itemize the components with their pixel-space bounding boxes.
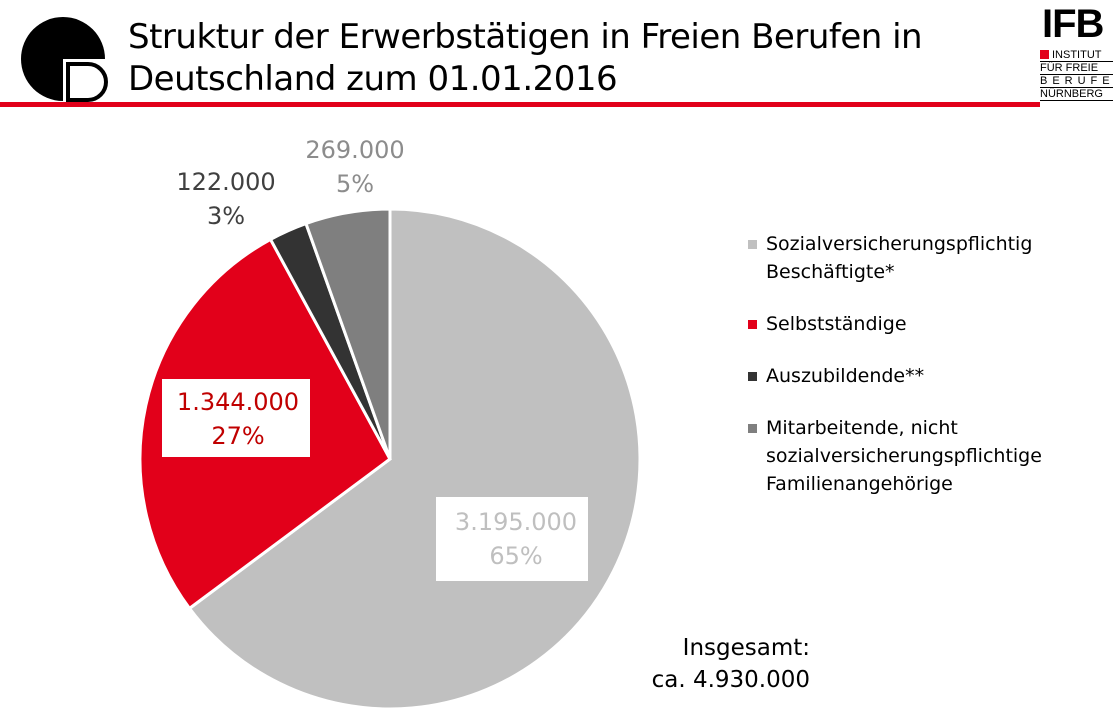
pie-logo-icon bbox=[21, 17, 108, 104]
ifb-line-2: FÜR FREIE bbox=[1040, 62, 1113, 75]
total-value: ca. 4.930.000 bbox=[651, 667, 810, 693]
ifb-logo: IFB INSTITUT FÜR FREIE BERUFE NÜRNBERG bbox=[1040, 4, 1115, 114]
legend-label-0-line-1: Beschäftigte* bbox=[766, 261, 895, 283]
ifb-red-square bbox=[1040, 50, 1049, 59]
legend-swatch-1 bbox=[748, 320, 757, 329]
data-label-percent-2: 3% bbox=[207, 202, 245, 230]
legend-item-1: Selbstständige bbox=[748, 310, 1108, 338]
legend-swatch-2 bbox=[748, 372, 757, 381]
legend-label-3-line-2: Familienangehörige bbox=[766, 473, 953, 495]
pie-chart: 3.195.000 65% 1.344.000 27% 122.000 3% 269.000… bbox=[138, 136, 642, 711]
legend-label-3-line-0: Mitarbeitende, nicht bbox=[766, 417, 958, 439]
title-line-1: Struktur der Erwerbstätigen in Freien Be… bbox=[128, 17, 923, 57]
ifb-line-4: NÜRNBERG bbox=[1040, 88, 1113, 101]
legend-label-1-line-0: Selbstständige bbox=[766, 313, 907, 335]
legend-swatch-0 bbox=[748, 240, 757, 249]
ifb-line-3: BERUFE bbox=[1040, 75, 1115, 88]
ifb-acronym: IFB bbox=[1042, 2, 1104, 46]
data-label-percent-0: 65% bbox=[489, 542, 542, 570]
total-label: Insgesamt: bbox=[682, 635, 810, 661]
ifb-line-1: INSTITUT bbox=[1040, 49, 1113, 62]
legend-item-3: Mitarbeitende, nicht sozialversicherungsp… bbox=[748, 414, 1108, 498]
data-label-value-0: 3.195.000 bbox=[455, 508, 577, 536]
title-line-2: Deutschland zum 01.01.2016 bbox=[128, 59, 618, 99]
legend-label-2-line-0: Auszubildende** bbox=[766, 365, 925, 387]
total-summary: Insgesamt: ca. 4.930.000 bbox=[600, 632, 810, 696]
pie-slice-3 bbox=[304, 207, 392, 460]
data-label-box-1 bbox=[162, 379, 310, 457]
data-label-percent-1: 27% bbox=[211, 422, 264, 450]
legend-swatch-3 bbox=[748, 424, 757, 433]
data-label-value-3: 269.000 bbox=[305, 136, 404, 164]
data-label-value-2: 122.000 bbox=[176, 168, 275, 196]
chart-legend: Sozialversicherungspflichtig Beschäftigte… bbox=[748, 230, 1108, 522]
legend-item-0: Sozialversicherungspflichtig Beschäftigte… bbox=[748, 230, 1108, 286]
title-divider bbox=[0, 102, 1040, 107]
data-label-percent-3: 5% bbox=[336, 170, 374, 198]
legend-label-0-line-0: Sozialversicherungspflichtig bbox=[766, 233, 1033, 255]
legend-item-2: Auszubildende** bbox=[748, 362, 1108, 390]
data-label-value-1: 1.344.000 bbox=[177, 388, 299, 416]
pie-slice-0 bbox=[187, 207, 642, 711]
legend-label-3-line-1: sozialversicherungspflichtige bbox=[766, 445, 1042, 467]
page-title: Struktur der Erwerbstätigen in Freien Be… bbox=[128, 16, 923, 100]
data-label-box-0 bbox=[436, 497, 588, 581]
